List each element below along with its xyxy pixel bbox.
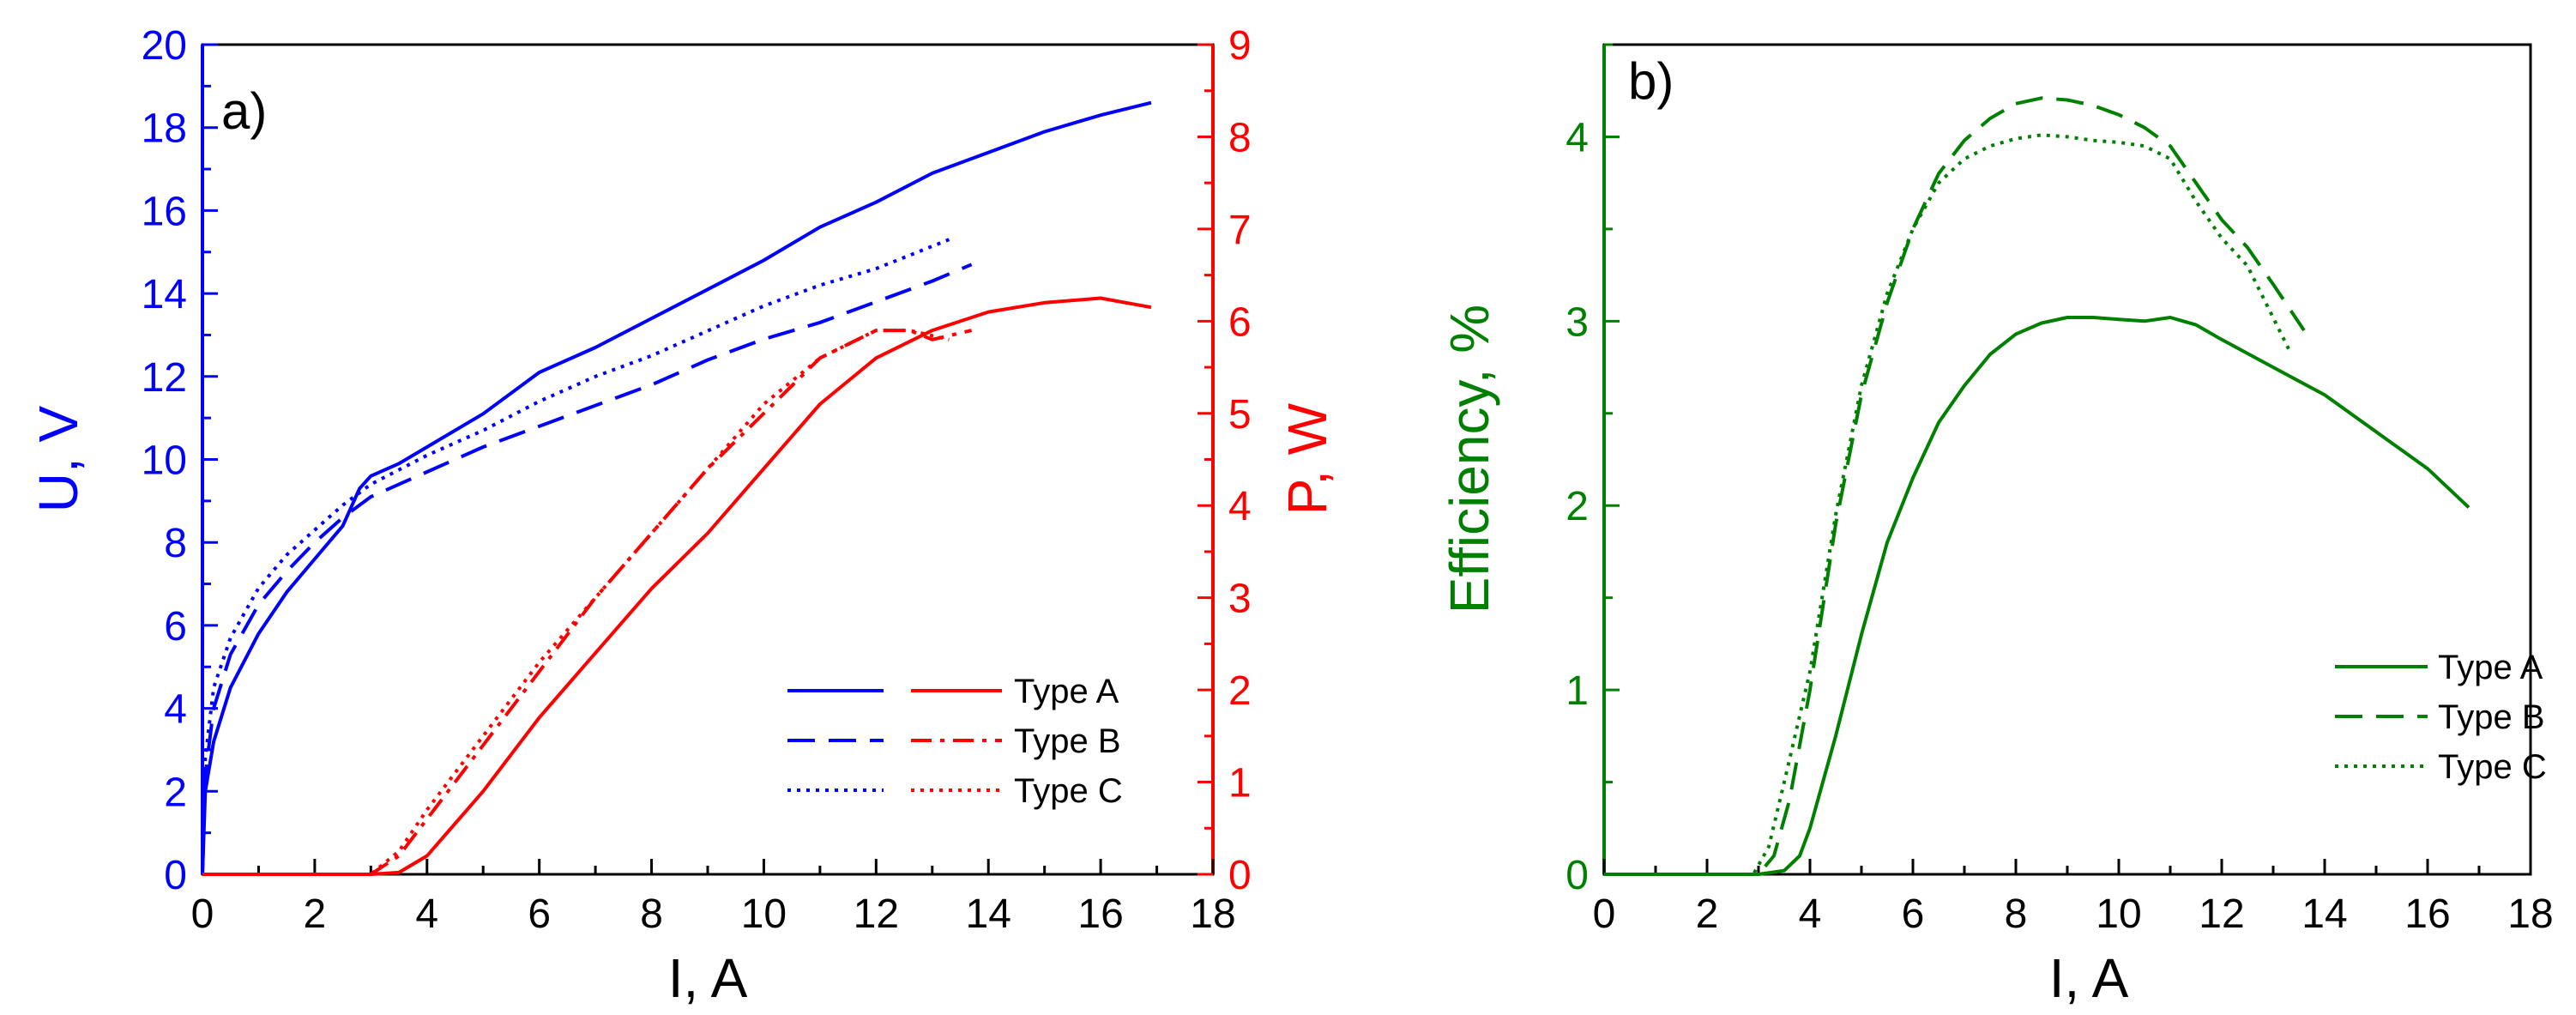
x-axis-label-b: I, A <box>2049 947 2129 1009</box>
x-tick-label: 16 <box>1077 891 1123 937</box>
x-tick-label: 0 <box>191 891 214 937</box>
efficiency-tick-label: 1 <box>1566 668 1589 714</box>
right-y-tick-label: 1 <box>1228 761 1252 807</box>
series-a <box>201 100 1152 876</box>
x-tick-label: 10 <box>2096 891 2141 937</box>
left-y-tick-label: 4 <box>164 687 187 733</box>
x-tick-label: 8 <box>2005 891 2028 937</box>
series-line-type-a <box>1604 316 2470 876</box>
right-y-tick-label: 3 <box>1228 577 1252 622</box>
x-tick-label: 4 <box>415 891 438 937</box>
right-y-tick-label: 5 <box>1228 392 1252 438</box>
series-line-type-b-u <box>201 263 973 875</box>
series-b <box>1604 96 2470 876</box>
x-tick-label: 16 <box>2404 891 2450 937</box>
series-line-type-c <box>1604 133 2290 876</box>
x-ticks-a: 0 2 4 6 8 10 12 14 16 18 <box>191 859 1236 937</box>
x-tick-label: 4 <box>1799 891 1822 937</box>
x-ticks-b: 0 2 4 6 8 10 12 14 16 18 <box>1593 859 2554 937</box>
x-tick-label: 18 <box>1190 891 1235 937</box>
x-tick-label: 12 <box>854 891 899 937</box>
efficiency-tick-label: 3 <box>1566 299 1589 345</box>
legend-label: Type C <box>2438 748 2547 786</box>
left-y-tick-label: 6 <box>164 604 187 649</box>
efficiency-tick-label: 2 <box>1566 484 1589 529</box>
right-y-axis-label: P, W <box>1276 402 1338 515</box>
legend-label: Type A <box>1014 673 1119 710</box>
series-line-type-c-p <box>202 329 950 876</box>
x-tick-label: 8 <box>640 891 663 937</box>
right-y-tick-label: 2 <box>1228 668 1252 714</box>
panel-label-a: a) <box>221 82 267 140</box>
left-y-axis-label: U, V <box>27 405 89 512</box>
x-tick-label: 6 <box>528 891 551 937</box>
y-ticks-b: 0 1 2 3 4 <box>1566 43 1620 898</box>
x-tick-label: 14 <box>2302 891 2347 937</box>
panel-label-b: b) <box>1628 52 1674 110</box>
left-y-tick-label: 18 <box>142 106 187 152</box>
left-y-tick-label: 0 <box>164 853 187 898</box>
x-tick-label: 0 <box>1593 891 1616 937</box>
right-y-ticks: 0 1 2 3 4 5 6 7 8 9 <box>1198 23 1252 898</box>
right-y-tick-label: 4 <box>1228 484 1252 529</box>
right-y-tick-label: 6 <box>1228 299 1252 345</box>
series-line-type-b <box>1604 96 2306 876</box>
x-axis-label-a: I, A <box>668 947 748 1009</box>
left-y-ticks: 0 2 4 6 8 10 12 14 16 18 20 <box>142 23 218 898</box>
legend-a: Type A Type B Type C <box>787 673 1123 810</box>
x-tick-label: 10 <box>741 891 787 937</box>
left-y-tick-label: 20 <box>142 23 187 69</box>
right-y-tick-label: 7 <box>1228 208 1252 253</box>
right-y-tick-label: 9 <box>1228 23 1252 69</box>
legend-b: Type A Type B Type C <box>2335 649 2547 786</box>
legend-label: Type A <box>2438 649 2543 686</box>
x-tick-label: 2 <box>304 891 327 937</box>
efficiency-tick-label: 4 <box>1566 115 1589 160</box>
series-line-type-a-u <box>201 100 1152 875</box>
series-line-type-b-p <box>202 329 973 876</box>
legend-label: Type B <box>2438 698 2545 736</box>
x-tick-label: 14 <box>966 891 1011 937</box>
left-y-tick-label: 16 <box>142 189 187 234</box>
right-y-tick-label: 0 <box>1228 853 1252 898</box>
x-tick-label: 6 <box>1902 891 1925 937</box>
x-tick-label: 18 <box>2507 891 2553 937</box>
left-y-tick-label: 2 <box>164 770 187 815</box>
left-y-tick-label: 8 <box>164 521 187 566</box>
left-y-tick-label: 12 <box>142 355 187 401</box>
efficiency-axis-label: Efficiency, % <box>1439 305 1500 613</box>
x-tick-label: 12 <box>2199 891 2244 937</box>
legend-label: Type C <box>1014 772 1123 810</box>
left-y-tick-label: 14 <box>142 272 187 317</box>
x-tick-label: 2 <box>1696 891 1719 937</box>
legend-label: Type B <box>1014 722 1121 760</box>
plot-frame-b <box>1602 43 2532 876</box>
efficiency-tick-label: 0 <box>1566 853 1589 898</box>
right-y-tick-label: 8 <box>1228 115 1252 160</box>
left-y-tick-label: 10 <box>142 438 187 484</box>
series-line-type-a-p <box>202 296 1152 876</box>
